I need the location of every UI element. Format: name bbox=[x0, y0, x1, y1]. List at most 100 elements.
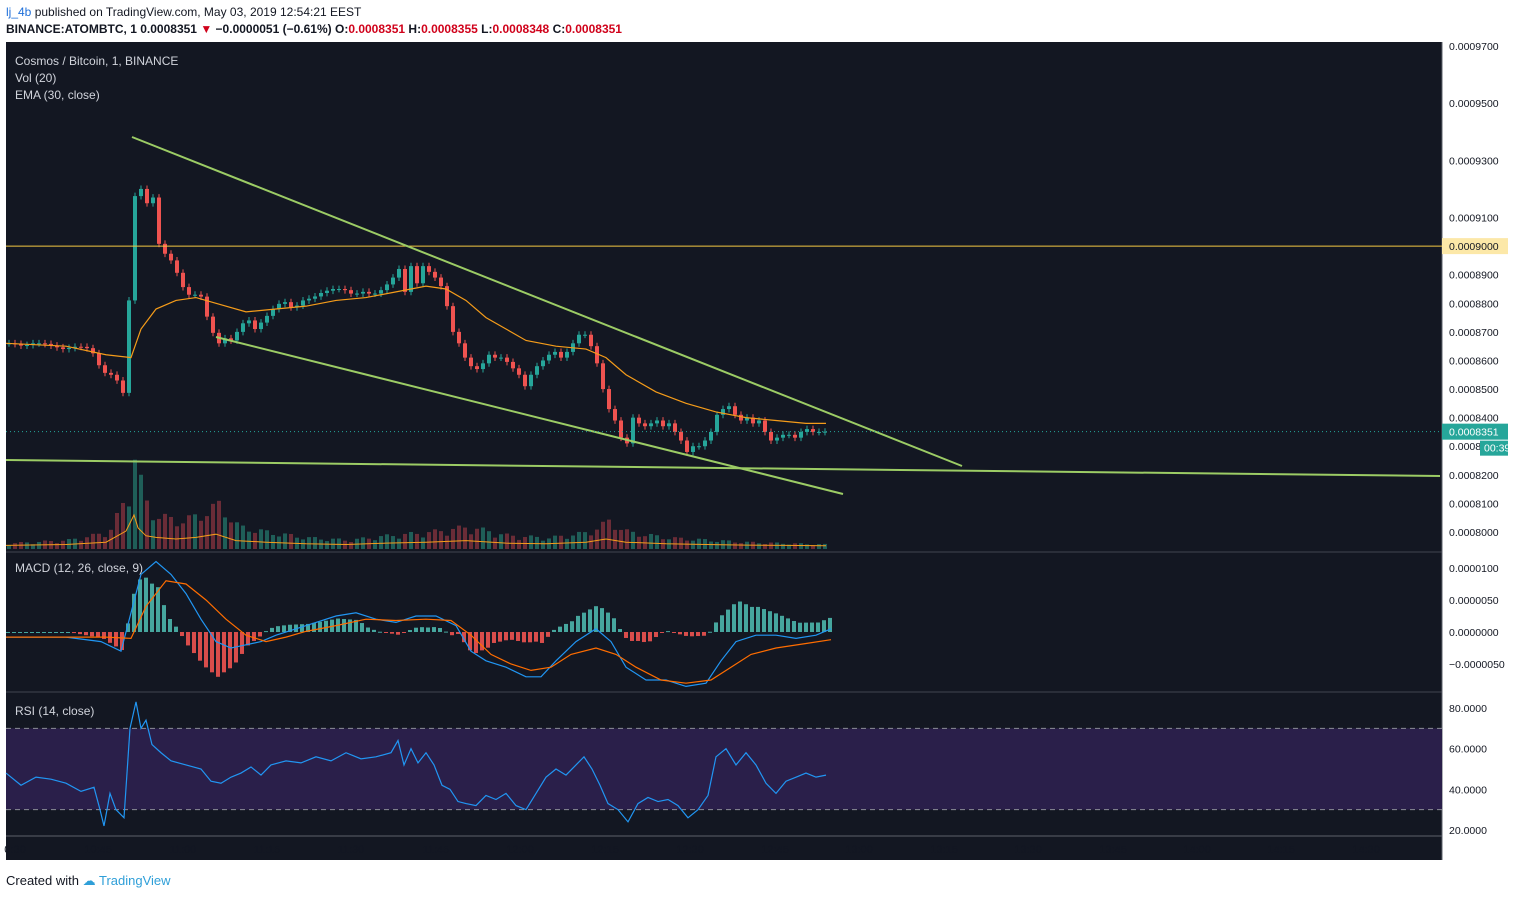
macd-pane bbox=[6, 560, 832, 688]
macd-histogram-bar bbox=[666, 631, 670, 633]
volume-bar bbox=[121, 502, 125, 549]
macd-histogram-bar bbox=[444, 631, 448, 633]
volume-bar bbox=[445, 535, 449, 549]
candle-body bbox=[565, 351, 569, 358]
candle-body bbox=[787, 434, 791, 436]
low-label: L: bbox=[481, 22, 493, 36]
volume-bar bbox=[115, 512, 119, 549]
volume-bar bbox=[133, 459, 137, 549]
candle-body bbox=[505, 357, 509, 362]
candle-body bbox=[205, 296, 209, 317]
macd-histogram-bar bbox=[150, 583, 154, 632]
candle-body bbox=[325, 290, 329, 294]
volume-bar bbox=[475, 528, 479, 549]
volume-bar bbox=[823, 543, 827, 549]
macd-histogram-bar bbox=[90, 632, 94, 637]
macd-histogram-bar bbox=[102, 632, 106, 639]
macd-histogram-bar bbox=[288, 624, 292, 632]
macd-histogram-bar bbox=[222, 632, 226, 673]
macd-histogram-bar bbox=[534, 632, 538, 642]
macd-histogram-bar bbox=[360, 623, 364, 632]
candle-body bbox=[463, 343, 467, 358]
volume-bar bbox=[463, 527, 467, 549]
volume-bar bbox=[655, 535, 659, 549]
rsi-label: RSI (14, close) bbox=[15, 704, 94, 718]
macd-histogram-bar bbox=[816, 622, 820, 632]
volume-bar bbox=[157, 518, 161, 549]
candle-body bbox=[391, 277, 395, 285]
tradingview-brand-link[interactable]: TradingView bbox=[99, 873, 171, 888]
macd-histogram-bar bbox=[84, 632, 88, 636]
pane-labels: Cosmos / Bitcoin, 1, BINANCE Vol (20) EM… bbox=[15, 54, 178, 718]
volume-bar bbox=[595, 529, 599, 549]
macd-histogram-bar bbox=[822, 620, 826, 632]
support-line bbox=[5, 459, 1441, 477]
macd-histogram-bar bbox=[60, 632, 64, 633]
macd-histogram-bar bbox=[210, 632, 214, 673]
volume-bar bbox=[583, 532, 587, 549]
volume-bar bbox=[385, 534, 389, 549]
candle-body bbox=[517, 368, 521, 375]
price-tick-label: 0.0008200 bbox=[1449, 470, 1499, 482]
candle-body bbox=[673, 423, 677, 432]
macd-histogram-bar bbox=[582, 612, 586, 632]
candle-body bbox=[481, 363, 485, 370]
macd-histogram-bar bbox=[786, 618, 790, 632]
volume-bar bbox=[439, 531, 443, 549]
macd-histogram-bar bbox=[18, 632, 22, 633]
volume-bar bbox=[403, 533, 407, 549]
macd-histogram-bar bbox=[54, 632, 58, 633]
macd-histogram-bar bbox=[504, 632, 508, 641]
author-link[interactable]: lj_4b bbox=[6, 5, 32, 19]
candle-body bbox=[541, 360, 545, 367]
countdown-text: 00:39 bbox=[1484, 443, 1510, 455]
candle-body bbox=[655, 420, 659, 424]
macd-tick-label: 0.0000100 bbox=[1449, 563, 1499, 575]
ema-indicator-label: EMA (30, close) bbox=[15, 88, 100, 102]
candle-body bbox=[691, 446, 695, 452]
rsi-band-fill bbox=[6, 728, 1442, 810]
volume-bar bbox=[781, 543, 785, 549]
macd-histogram-bar bbox=[42, 632, 46, 633]
candle-body bbox=[433, 271, 437, 278]
macd-histogram-bar bbox=[318, 621, 322, 632]
volume-bar bbox=[421, 537, 425, 549]
macd-histogram-bar bbox=[588, 609, 592, 632]
macd-histogram-bar bbox=[198, 632, 202, 661]
macd-histogram-bar bbox=[714, 622, 718, 632]
candle-body bbox=[79, 346, 83, 348]
volume-series bbox=[5, 459, 827, 549]
macd-histogram-bar bbox=[114, 632, 118, 647]
time-tick-label: 14:30 bbox=[1352, 844, 1380, 856]
candle-body bbox=[775, 437, 779, 441]
price-tick-label: 0.0009700 bbox=[1449, 41, 1499, 53]
macd-histogram-bar bbox=[78, 632, 82, 635]
macd-histogram-bar bbox=[426, 627, 430, 632]
macd-histogram-bar bbox=[354, 619, 358, 632]
macd-histogram-bar bbox=[558, 626, 562, 632]
price-tick-label: 0.0009300 bbox=[1449, 155, 1499, 167]
candle-body bbox=[199, 294, 203, 297]
candle-body bbox=[475, 366, 479, 370]
candle-body bbox=[631, 417, 635, 444]
volume-bar bbox=[103, 537, 107, 549]
candle-body bbox=[121, 380, 125, 393]
volume-bar bbox=[301, 539, 305, 549]
macd-histogram-bar bbox=[246, 632, 250, 646]
candle-body bbox=[337, 289, 341, 290]
macd-histogram-bar bbox=[546, 632, 550, 637]
macd-histogram-bar bbox=[30, 632, 34, 633]
macd-histogram-bar bbox=[612, 618, 616, 632]
volume-bar bbox=[289, 533, 293, 549]
volume-bar bbox=[811, 545, 815, 549]
candle-body bbox=[241, 323, 245, 332]
candle-body bbox=[745, 417, 749, 421]
volume-bar bbox=[247, 531, 251, 549]
volume-bar bbox=[541, 540, 545, 549]
macd-histogram-bar bbox=[798, 622, 802, 632]
volume-bar bbox=[673, 537, 677, 549]
volume-bar bbox=[217, 500, 221, 549]
candle-body bbox=[715, 414, 719, 432]
candle-body bbox=[493, 354, 497, 358]
